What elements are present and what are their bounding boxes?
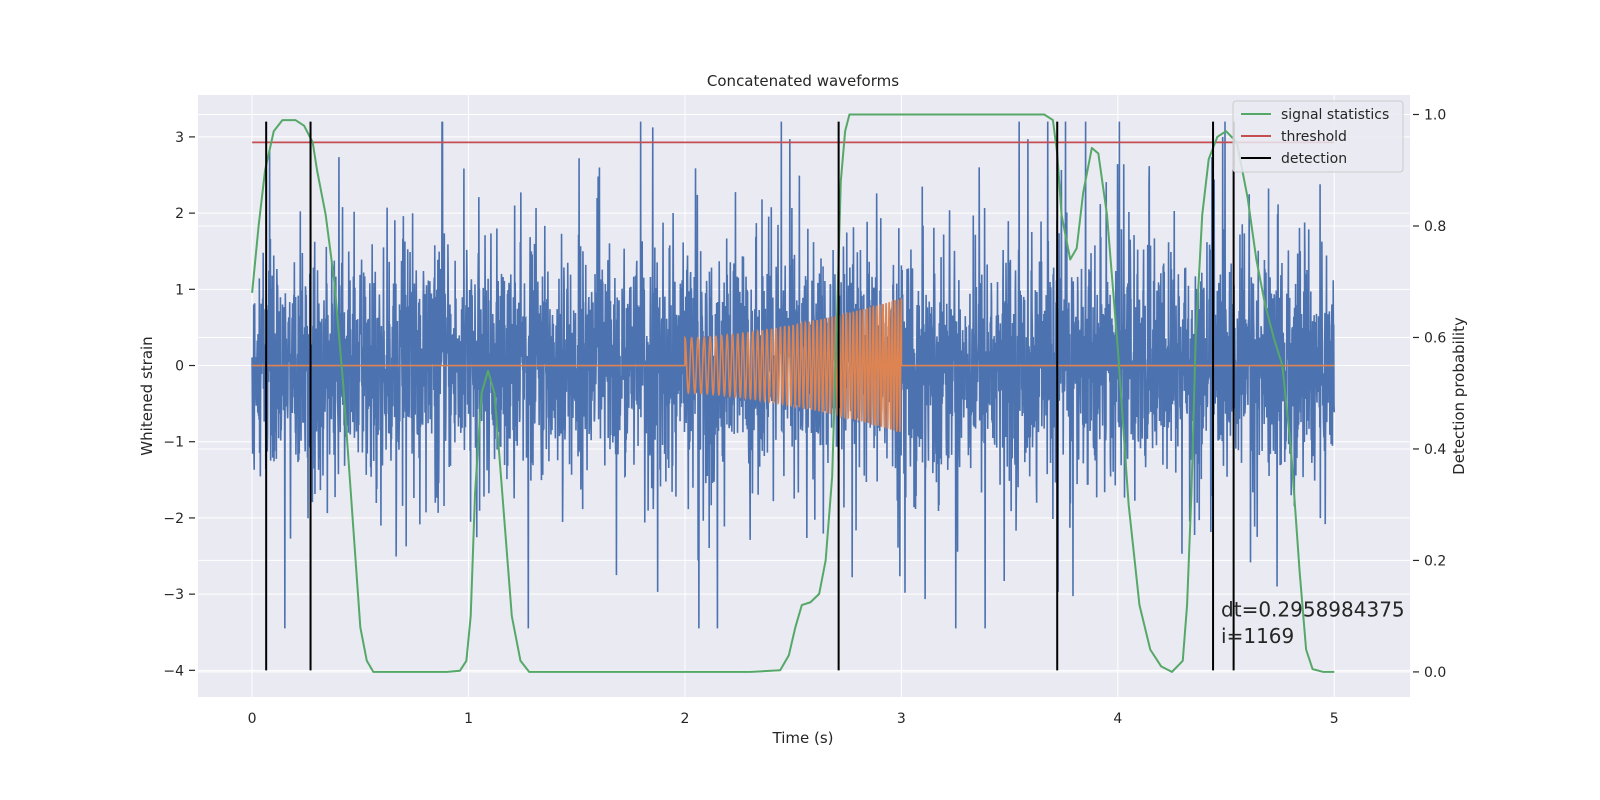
annotation-text: i=1169 [1221,624,1294,648]
injected-waveform-line [252,298,1335,433]
x-tick-label: 1 [464,711,473,727]
legend-label-signal-statistics: signal statistics [1281,107,1389,123]
tick-labels: 0 1 2 3 4 5 −4 −3 −2 −1 0 1 2 3 0.0 0.2 0.4 0.6 0.8 1.0 [163,108,1446,727]
legend-label-threshold: threshold [1281,129,1347,145]
data-layer [251,113,1336,673]
signal-statistics-line [251,113,1335,673]
y-tick-label: −2 [163,511,184,527]
y-right-tick-label: 0.4 [1424,442,1446,458]
legend-box [1232,100,1404,173]
x-tick-label: 2 [681,711,690,727]
y-right-tick-label: 0.6 [1424,330,1446,346]
y-tick-label: −4 [163,663,184,679]
y-tick-label: 0 [175,359,184,375]
y-tick-label: 2 [175,206,184,222]
x-tick-label: 3 [897,711,906,727]
x-axis-label: Time (s) [772,729,834,747]
y-right-tick-label: 1.0 [1424,108,1446,124]
y-axis-label: Whitened strain [138,336,156,455]
whitened-strain-noise-line [251,121,1336,629]
y-tick-label: 3 [175,130,184,146]
chart-title: Concatenated waveforms [707,72,899,90]
x-tick-label: 0 [248,711,257,727]
y-tick-label: 1 [175,282,184,298]
legend-label-detection: detection [1281,151,1347,167]
y-tick-label: −1 [163,435,184,451]
x-tick-label: 5 [1330,711,1339,727]
legend: signal statistics threshold detection [1232,100,1404,173]
y-right-tick-label: 0.0 [1424,665,1446,681]
x-tick-label: 4 [1113,711,1122,727]
annotation-text: dt=0.2958984375 [1221,597,1405,621]
y-tick-label: −3 [163,587,184,603]
y-right-tick-label: 0.8 [1424,219,1446,235]
y-axis-label-right: Detection probability [1450,317,1468,475]
y-right-tick-label: 0.2 [1424,553,1446,569]
annotations: dt=0.2958984375 i=1169 [1221,597,1405,648]
